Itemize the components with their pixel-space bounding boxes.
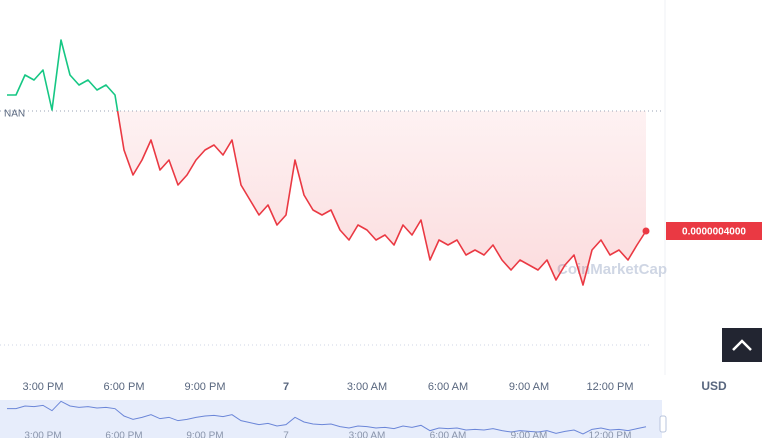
x-tick-label: 9:00 PM xyxy=(185,381,226,393)
navigator-line xyxy=(7,400,647,435)
button-bg[interactable] xyxy=(722,328,762,362)
scroll-top-button[interactable] xyxy=(722,328,762,362)
x-tick-label: 3:00 PM xyxy=(23,381,64,393)
x-tick-label: 7 xyxy=(283,381,289,393)
navigator-tick-label: 6:00 AM xyxy=(430,431,467,438)
navigator-tick-label: 3:00 AM xyxy=(349,431,386,438)
navigator-tick-label: 12:00 PM xyxy=(589,431,632,438)
watermark: CoinMarketCap xyxy=(557,261,667,278)
arrow-icon xyxy=(732,339,752,351)
area xyxy=(7,111,646,285)
navigator-handle[interactable] xyxy=(659,415,667,433)
last-point xyxy=(642,227,650,235)
currency-label: USD xyxy=(701,379,727,393)
navigator-tick-label: 9:00 AM xyxy=(511,431,548,438)
x-tick-label: 6:00 PM xyxy=(104,381,145,393)
x-tick-label: 3:00 AM xyxy=(347,381,387,393)
x-tick-label: 9:00 AM xyxy=(509,381,549,393)
price-tag-label: 0.0000004000 xyxy=(682,227,746,238)
navigator-tick-label: 6:00 PM xyxy=(105,431,142,438)
x-tick-label: 12:00 PM xyxy=(586,381,633,393)
baseline-label: NAN xyxy=(4,109,25,120)
x-tick-label: 6:00 AM xyxy=(428,381,468,393)
price-line xyxy=(7,39,647,286)
navigator-tick-label: 3:00 PM xyxy=(24,431,61,438)
navigator-tick-label: 9:00 PM xyxy=(186,431,223,438)
navigator-tick-label: 7 xyxy=(283,431,289,438)
price-tag xyxy=(666,222,762,240)
